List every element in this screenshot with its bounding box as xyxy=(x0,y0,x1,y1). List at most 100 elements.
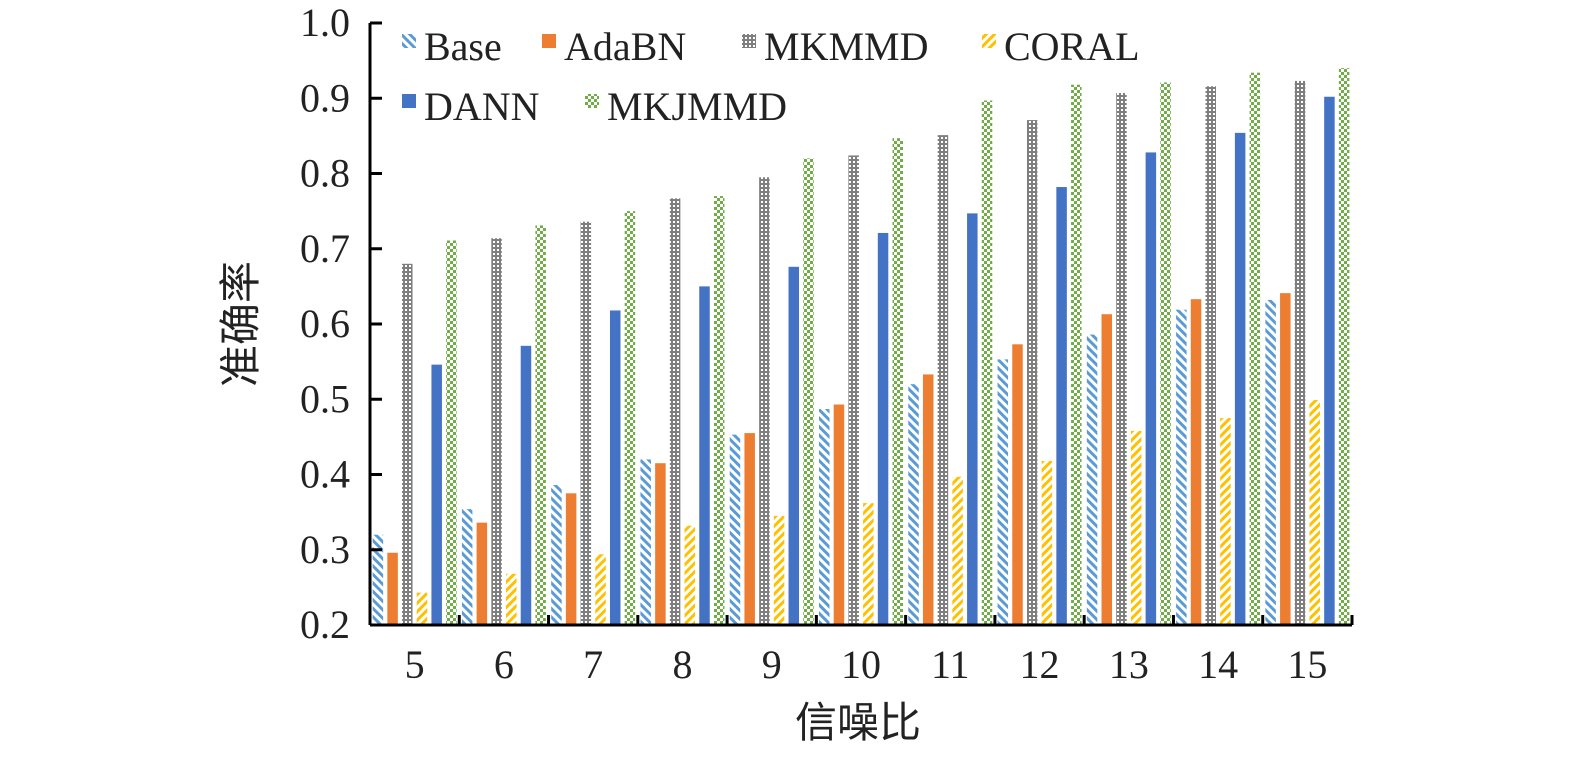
legend: Base AdaBN MKMMD CORAL DANN MKJMMD xyxy=(402,24,1140,129)
y-tick-label: 0.8 xyxy=(300,151,350,196)
bar-mkjmmd-5 xyxy=(446,240,457,625)
bar-coral-5 xyxy=(416,592,428,625)
bar-adabn-13 xyxy=(1101,314,1113,625)
bar-base-11 xyxy=(908,384,919,625)
bar-coral-8 xyxy=(684,525,696,625)
bar-base-13 xyxy=(1086,334,1098,625)
x-axis-title: 信噪比 xyxy=(795,701,921,747)
x-tick-label: 12 xyxy=(1020,642,1060,687)
bar-adabn-7 xyxy=(565,493,577,625)
x-tick-label: 13 xyxy=(1109,642,1149,687)
bar-mkmmd-7 xyxy=(580,221,592,625)
bar-mkjmmd-9 xyxy=(803,158,814,625)
bar-mkjmmd-7 xyxy=(624,211,636,626)
legend-swatch-dann xyxy=(402,94,416,108)
bar-dann-11 xyxy=(967,213,978,625)
bar-base-14 xyxy=(1176,309,1187,625)
bar-mkjmmd-6 xyxy=(535,225,546,626)
bars-layer xyxy=(372,68,1350,626)
bar-mkjmmd-12 xyxy=(1071,84,1082,625)
x-tick-label: 10 xyxy=(841,642,881,687)
bar-adabn-5 xyxy=(387,552,398,625)
y-tick-label: 0.3 xyxy=(300,527,350,572)
bar-base-5 xyxy=(372,534,384,625)
x-tick-label: 9 xyxy=(762,642,782,687)
bar-adabn-11 xyxy=(922,374,934,625)
x-tick-label: 5 xyxy=(405,642,425,687)
bar-mkmmd-5 xyxy=(402,263,413,625)
bar-base-12 xyxy=(997,359,1009,625)
bar-mkjmmd-10 xyxy=(892,138,903,625)
y-tick-label: 0.6 xyxy=(300,301,350,346)
bar-dann-13 xyxy=(1145,152,1157,625)
bar-mkjmmd-14 xyxy=(1249,72,1261,625)
x-tick-label: 7 xyxy=(583,642,603,687)
bar-mkmmd-15 xyxy=(1294,80,1306,625)
bar-coral-9 xyxy=(773,515,785,625)
bar-adabn-10 xyxy=(833,404,845,625)
bar-adabn-8 xyxy=(655,463,666,625)
y-axis-title: 准确率 xyxy=(218,261,265,387)
bar-coral-13 xyxy=(1130,430,1142,625)
legend-label-dann: DANN xyxy=(424,84,540,129)
bar-adabn-15 xyxy=(1280,293,1291,625)
bar-dann-7 xyxy=(609,310,621,625)
bar-mkmmd-13 xyxy=(1116,92,1127,626)
bar-dann-6 xyxy=(520,345,532,625)
bar-dann-14 xyxy=(1234,132,1246,625)
bar-dann-8 xyxy=(699,286,710,626)
y-tick-label: 0.7 xyxy=(300,226,350,271)
bar-adabn-14 xyxy=(1190,299,1202,625)
legend-swatch-adabn xyxy=(542,34,556,48)
bar-coral-10 xyxy=(863,503,874,625)
legend-swatch-mkjmmd xyxy=(585,94,599,108)
bar-dann-10 xyxy=(877,232,889,625)
y-tick-label: 0.4 xyxy=(300,452,350,497)
bar-mkjmmd-13 xyxy=(1160,82,1171,625)
bar-mkjmmd-15 xyxy=(1338,68,1350,625)
bar-mkmmd-8 xyxy=(669,198,681,625)
bar-base-15 xyxy=(1265,299,1276,625)
bar-coral-14 xyxy=(1220,418,1231,625)
bar-adabn-9 xyxy=(744,433,755,625)
x-tick-label: 11 xyxy=(931,642,970,687)
legend-label-mkjmmd: MKJMMD xyxy=(607,84,787,129)
bar-coral-11 xyxy=(952,476,963,625)
x-ticks: 5 6 7 8 9 10 11 12 13 14 15 xyxy=(368,615,1354,687)
legend-swatch-mkmmd xyxy=(742,34,756,48)
bar-coral-6 xyxy=(506,573,517,625)
bar-mkmmd-14 xyxy=(1205,86,1216,625)
y-tick-label: 0.5 xyxy=(300,376,350,421)
bar-adabn-6 xyxy=(476,522,488,625)
bar-adabn-12 xyxy=(1012,344,1023,625)
bar-dann-12 xyxy=(1056,187,1067,626)
x-tick-label: 6 xyxy=(494,642,514,687)
bar-base-8 xyxy=(640,459,651,625)
x-tick-label: 14 xyxy=(1198,642,1238,687)
legend-label-adabn: AdaBN xyxy=(564,24,686,69)
bar-mkjmmd-11 xyxy=(981,100,993,625)
y-tick-label: 0.9 xyxy=(300,75,350,120)
bar-mkmmd-11 xyxy=(937,135,949,625)
bar-coral-12 xyxy=(1041,460,1053,625)
bar-coral-15 xyxy=(1309,400,1320,625)
x-tick-label: 15 xyxy=(1287,642,1327,687)
y-tick-label: 0.2 xyxy=(300,602,350,647)
bar-coral-7 xyxy=(595,554,606,625)
y-ticks: 0.2 0.3 0.4 0.5 0.6 0.7 0.8 0.9 1.0 xyxy=(300,0,382,647)
y-tick-label: 1.0 xyxy=(300,0,350,45)
legend-swatch-coral xyxy=(982,34,996,48)
bar-base-7 xyxy=(551,485,562,625)
legend-label-mkmmd: MKMMD xyxy=(764,24,928,69)
bar-dann-15 xyxy=(1324,96,1335,625)
bar-dann-5 xyxy=(431,364,442,625)
bar-base-6 xyxy=(461,509,473,625)
bar-base-10 xyxy=(819,409,830,625)
axes: 0.2 0.3 0.4 0.5 0.6 0.7 0.8 0.9 1.0 5 6 7 8 9 10 11 12 1… xyxy=(300,0,1354,687)
bar-dann-9 xyxy=(788,266,800,625)
x-tick-label: 8 xyxy=(672,642,692,687)
bar-mkjmmd-8 xyxy=(713,196,725,625)
legend-label-coral: CORAL xyxy=(1004,24,1140,69)
bar-mkmmd-6 xyxy=(491,238,502,625)
